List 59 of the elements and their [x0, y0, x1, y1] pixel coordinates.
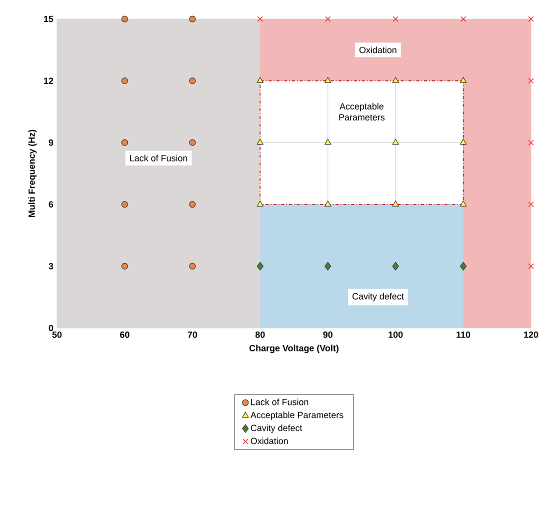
band-label: Lack of Fusion: [130, 154, 188, 162]
point: [392, 262, 399, 270]
y-axis-title: Multi Frequency (Hz): [28, 130, 37, 217]
point: [392, 77, 399, 83]
y-tick-label: 12: [44, 78, 54, 84]
y-tick-label: 0: [48, 324, 54, 332]
x-tick-label: 100: [388, 332, 403, 338]
point: [460, 138, 467, 145]
x-tick-label: 60: [120, 332, 130, 338]
point: [121, 201, 128, 208]
point: [256, 200, 264, 206]
point: [256, 77, 264, 83]
y-tick-label: 3: [48, 263, 54, 270]
point: [528, 78, 534, 84]
point: [392, 200, 399, 206]
legend-label: Oxidation: [250, 438, 288, 444]
point: [460, 16, 466, 22]
point: [460, 77, 467, 83]
point: [121, 139, 128, 146]
point: [256, 262, 264, 270]
x-tick-label: 120: [524, 332, 538, 338]
x-tick-label: 90: [323, 332, 332, 338]
y-tick-label: 15: [44, 16, 54, 22]
point: [324, 16, 331, 22]
annotation: Acceptable Parameters: [339, 102, 385, 120]
point: [528, 263, 534, 270]
x-axis-title: Charge Voltage (Volt): [249, 344, 338, 354]
point: [189, 78, 196, 84]
point: [257, 16, 264, 22]
x-tick-label: 70: [188, 332, 198, 338]
point: [324, 77, 332, 83]
point: [189, 16, 196, 22]
legend-label: Acceptable Parameters: [250, 412, 344, 420]
point: [121, 262, 128, 270]
x-tick-label: 110: [456, 332, 470, 338]
point: [324, 200, 332, 206]
y-tick-label: 9: [48, 139, 54, 146]
point: [460, 262, 467, 270]
point: [324, 138, 332, 145]
point: [528, 16, 534, 22]
point: [392, 16, 398, 22]
x-tick-label: 50: [52, 332, 62, 338]
y-tick-label: 6: [48, 201, 54, 208]
point: [189, 139, 196, 146]
point: [189, 201, 196, 208]
point: [392, 138, 399, 145]
point: [324, 262, 332, 270]
x-tick-label: 80: [255, 332, 265, 338]
point: [189, 262, 196, 270]
point: [528, 202, 534, 208]
band-label: Cavity defect: [352, 292, 404, 302]
legend-label: Lack of Fusion: [251, 398, 308, 406]
point: [528, 140, 534, 146]
point: [256, 138, 264, 145]
point: [121, 16, 128, 22]
legend-label: Cavity defect: [250, 424, 302, 433]
point: [121, 78, 128, 84]
point: [460, 200, 467, 206]
band-label: Oxidation: [359, 46, 396, 54]
